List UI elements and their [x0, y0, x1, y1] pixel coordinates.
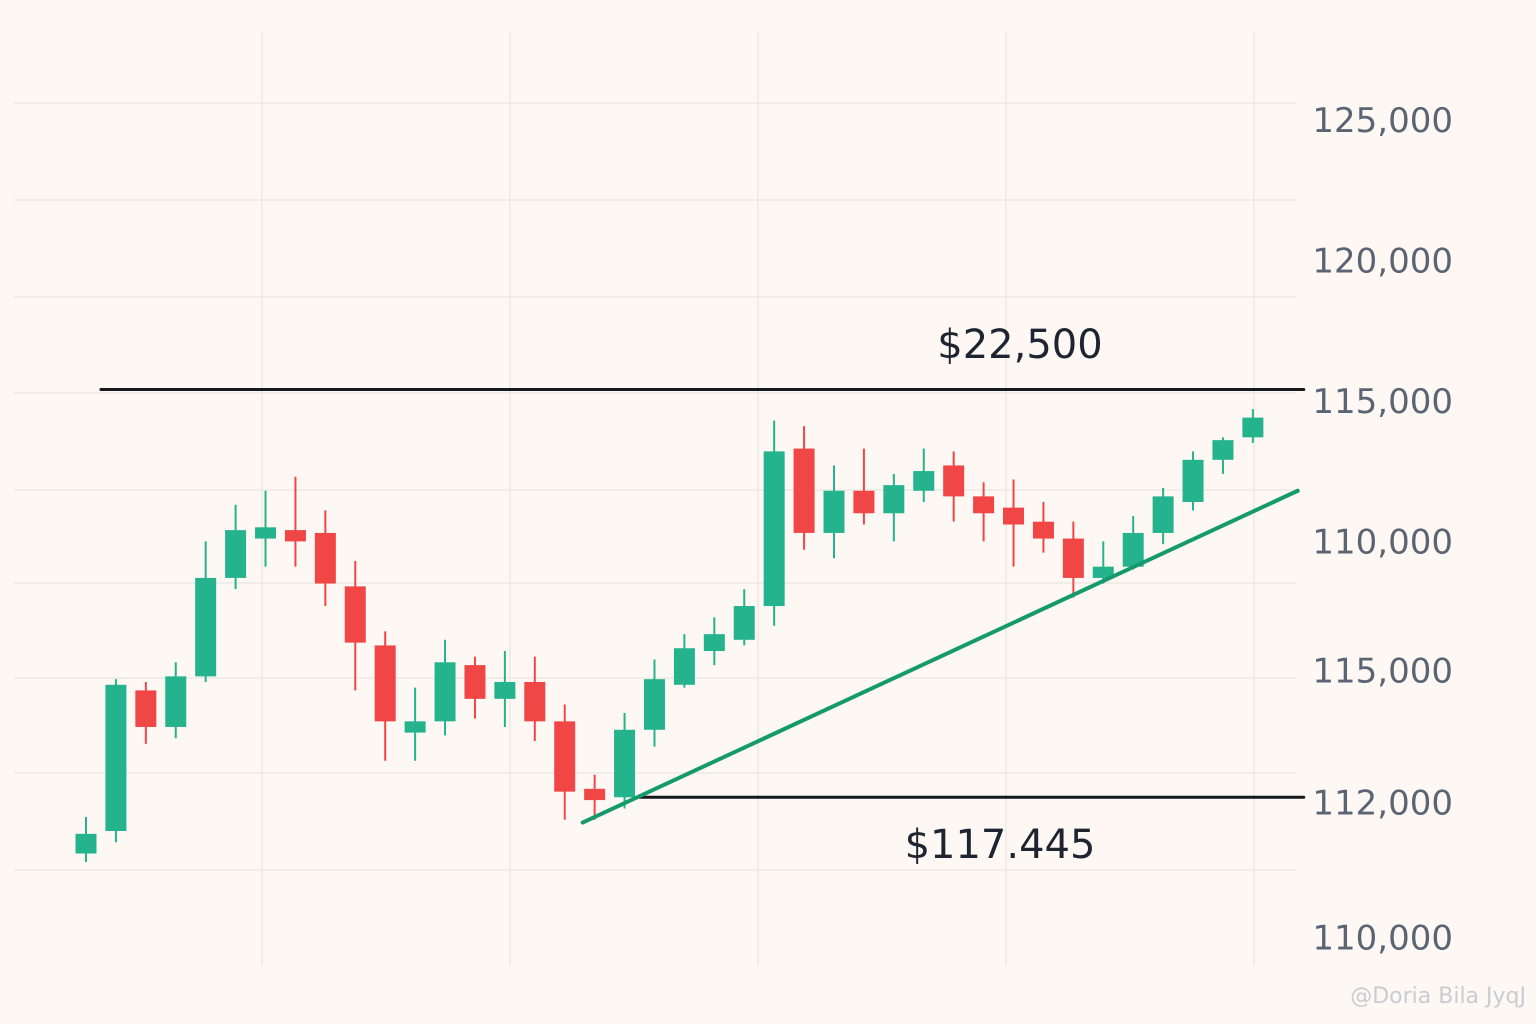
- candle-body: [614, 729, 636, 798]
- candle-body: [1182, 459, 1204, 502]
- candle-body: [643, 679, 665, 730]
- y-tick-label: 110,000: [1312, 523, 1453, 563]
- candle-body: [165, 676, 187, 727]
- candle-body: [1003, 507, 1025, 525]
- candle-body: [135, 690, 157, 727]
- candle-body: [1242, 417, 1264, 438]
- candle-body: [793, 448, 815, 533]
- watermark: @Doria Bila JyqJ: [1350, 984, 1526, 1009]
- candle-body: [434, 662, 456, 722]
- candle-body: [404, 721, 426, 733]
- candle-body: [1032, 521, 1054, 539]
- candle-body: [1212, 440, 1234, 460]
- candle-body: [195, 577, 217, 677]
- candle-body: [823, 490, 845, 533]
- candle-body: [1122, 532, 1144, 567]
- y-tick-label: 110,000: [1312, 919, 1453, 959]
- y-tick-label: 115,000: [1312, 382, 1453, 422]
- candle-body: [584, 788, 606, 801]
- y-tick-label: 115,000: [1312, 652, 1453, 692]
- candle-body: [284, 530, 306, 542]
- candle-body: [1092, 566, 1114, 578]
- annotation: $22,500: [937, 322, 1102, 368]
- candle-body: [75, 833, 97, 854]
- annotation: $117.445: [905, 822, 1096, 868]
- candle-body: [344, 586, 366, 643]
- candle-body: [1152, 496, 1174, 533]
- candle-body: [464, 665, 486, 699]
- y-tick-label: 112,000: [1312, 784, 1453, 824]
- candle-body: [973, 496, 995, 514]
- candle-body: [883, 485, 905, 514]
- trend-line: [580, 488, 1300, 825]
- grid: [14, 32, 1296, 966]
- candle-body: [105, 684, 127, 832]
- candle-body: [703, 634, 725, 652]
- candle-body: [763, 451, 785, 607]
- candle-body: [494, 681, 516, 699]
- candle-body: [913, 471, 935, 491]
- candle-body: [853, 490, 875, 514]
- candle-body: [255, 527, 277, 539]
- candle-body: [1062, 538, 1084, 578]
- candle-body: [673, 648, 695, 685]
- candle-body: [554, 721, 576, 792]
- candle-body: [524, 681, 546, 722]
- candle-body: [733, 606, 755, 640]
- candle-body: [943, 465, 965, 497]
- candle-body: [374, 645, 396, 722]
- y-tick-label: 120,000: [1312, 241, 1453, 281]
- candle-body: [225, 530, 247, 578]
- candle-body: [314, 532, 336, 584]
- y-tick-label: 125,000: [1312, 101, 1453, 141]
